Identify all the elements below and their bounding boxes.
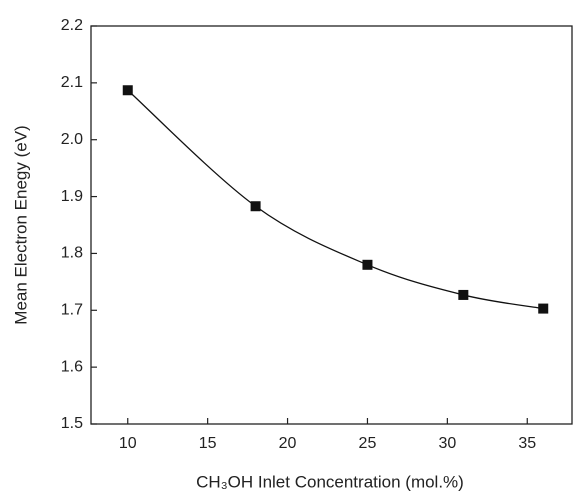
- x-tick-label: 20: [279, 435, 297, 452]
- plot-frame: [90, 25, 573, 425]
- x-tick-label: 35: [518, 435, 536, 452]
- y-tick-label: 2.2: [61, 17, 83, 34]
- data-point: [362, 259, 373, 270]
- data-point: [458, 289, 469, 300]
- x-tick-label: 30: [438, 435, 456, 452]
- fit-curve: [127, 89, 544, 310]
- x-axis-label: CH₃OH Inlet Concentration (mol.%): [196, 472, 464, 491]
- y-tick-label: 1.8: [61, 245, 83, 262]
- y-tick-label: 1.9: [61, 188, 83, 205]
- data-point: [122, 85, 133, 96]
- x-tick-label: 15: [199, 435, 217, 452]
- y-tick-label: 1.7: [61, 302, 83, 319]
- x-tick-label: 25: [359, 435, 377, 452]
- data-point: [250, 201, 261, 212]
- y-tick-label: 2.1: [61, 74, 83, 91]
- y-tick-label: 1.5: [61, 415, 83, 432]
- y-axis-label: Mean Electron Enegy (eV): [11, 125, 30, 324]
- y-tick-label: 2.0: [61, 131, 83, 148]
- x-tick-label: 10: [119, 435, 137, 452]
- data-point: [538, 303, 549, 314]
- y-tick-label: 1.6: [61, 358, 83, 375]
